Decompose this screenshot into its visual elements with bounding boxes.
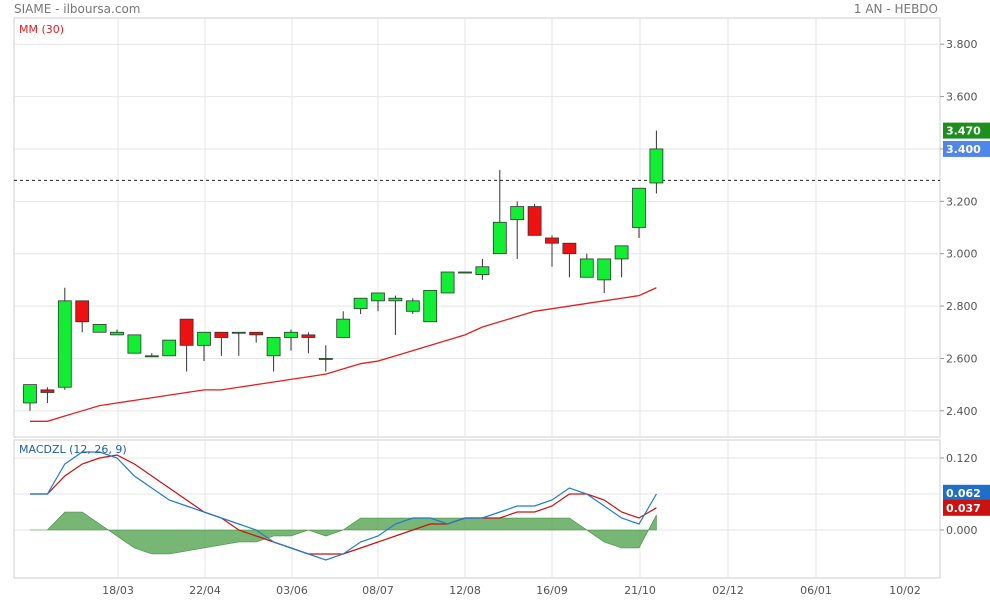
macd-line	[30, 451, 657, 561]
period-label[interactable]: 1 AN - HEBDO	[853, 2, 938, 16]
candle	[353, 297, 368, 310]
candle	[144, 355, 159, 358]
price-panel-frame	[13, 17, 941, 438]
candle	[179, 318, 194, 346]
candle	[510, 206, 525, 221]
candle	[249, 331, 264, 336]
signal-value-badge-bg	[943, 499, 990, 516]
chart-title: SIAME - ilboursa.com	[14, 2, 141, 16]
candle	[301, 334, 316, 338]
x-tick-label: 22/04	[189, 584, 221, 597]
macd-panel-frame	[13, 439, 941, 579]
candle	[388, 297, 403, 302]
signal-value-badge: 0.037	[946, 502, 981, 515]
candle	[266, 337, 281, 357]
candle	[562, 242, 577, 255]
macd-y-tick-label: 0.120	[946, 452, 978, 465]
macd-value-badge-bg	[943, 484, 990, 501]
candle	[231, 331, 246, 334]
candle	[127, 334, 142, 354]
candle	[614, 245, 629, 260]
candle	[632, 187, 646, 228]
candle	[597, 258, 612, 281]
x-tick-label: 18/03	[102, 584, 134, 597]
candle	[440, 271, 455, 294]
candle	[214, 331, 229, 338]
x-tick-label: 02/12	[712, 584, 744, 597]
macd-histogram	[30, 511, 657, 555]
x-tick-label: 10/02	[889, 584, 921, 597]
candle	[405, 300, 420, 312]
y-tick-label: 2.600	[946, 352, 978, 365]
candle	[579, 258, 594, 278]
mm30-legend-label: MM (30)	[19, 23, 64, 36]
x-tick-label: 08/07	[362, 584, 394, 597]
mm30-line	[30, 287, 657, 422]
candle	[458, 271, 472, 274]
candle	[40, 389, 55, 393]
candle	[545, 237, 559, 244]
candle	[162, 339, 177, 357]
x-tick-label: 21/10	[624, 584, 656, 597]
candle	[649, 148, 664, 184]
candle	[75, 300, 90, 323]
candle	[475, 266, 490, 276]
macd-y-tick-label: 0.000	[946, 524, 978, 537]
y-tick-label: 3.800	[946, 38, 978, 51]
macd-value-badge: 0.062	[946, 487, 981, 500]
candle	[423, 289, 438, 323]
y-tick-label: 2.800	[946, 300, 978, 313]
candle	[527, 206, 542, 236]
candle	[110, 331, 124, 336]
y-tick-label: 3.200	[946, 195, 978, 208]
candle	[197, 331, 211, 346]
x-tick-label: 16/09	[536, 584, 568, 597]
y-tick-label: 3.000	[946, 248, 978, 261]
last-high-badge: 3.470	[946, 125, 981, 138]
candle	[318, 358, 333, 360]
x-tick-label: 06/01	[800, 584, 832, 597]
last-close-badge-bg	[943, 140, 990, 157]
candle	[336, 318, 351, 338]
last-close-badge: 3.400	[946, 143, 981, 156]
x-tick-label: 12/08	[449, 584, 481, 597]
candle	[23, 384, 37, 404]
x-tick-label: 03/06	[276, 584, 308, 597]
y-tick-label: 2.400	[946, 405, 978, 418]
candle	[371, 292, 385, 302]
candle	[492, 221, 507, 255]
last-high-badge-bg	[943, 122, 990, 139]
candle	[284, 331, 298, 338]
candle	[92, 323, 107, 333]
macd-legend-label: MACDZL (12, 26, 9)	[19, 443, 127, 456]
y-tick-label: 3.600	[946, 91, 978, 104]
candle	[57, 300, 72, 388]
